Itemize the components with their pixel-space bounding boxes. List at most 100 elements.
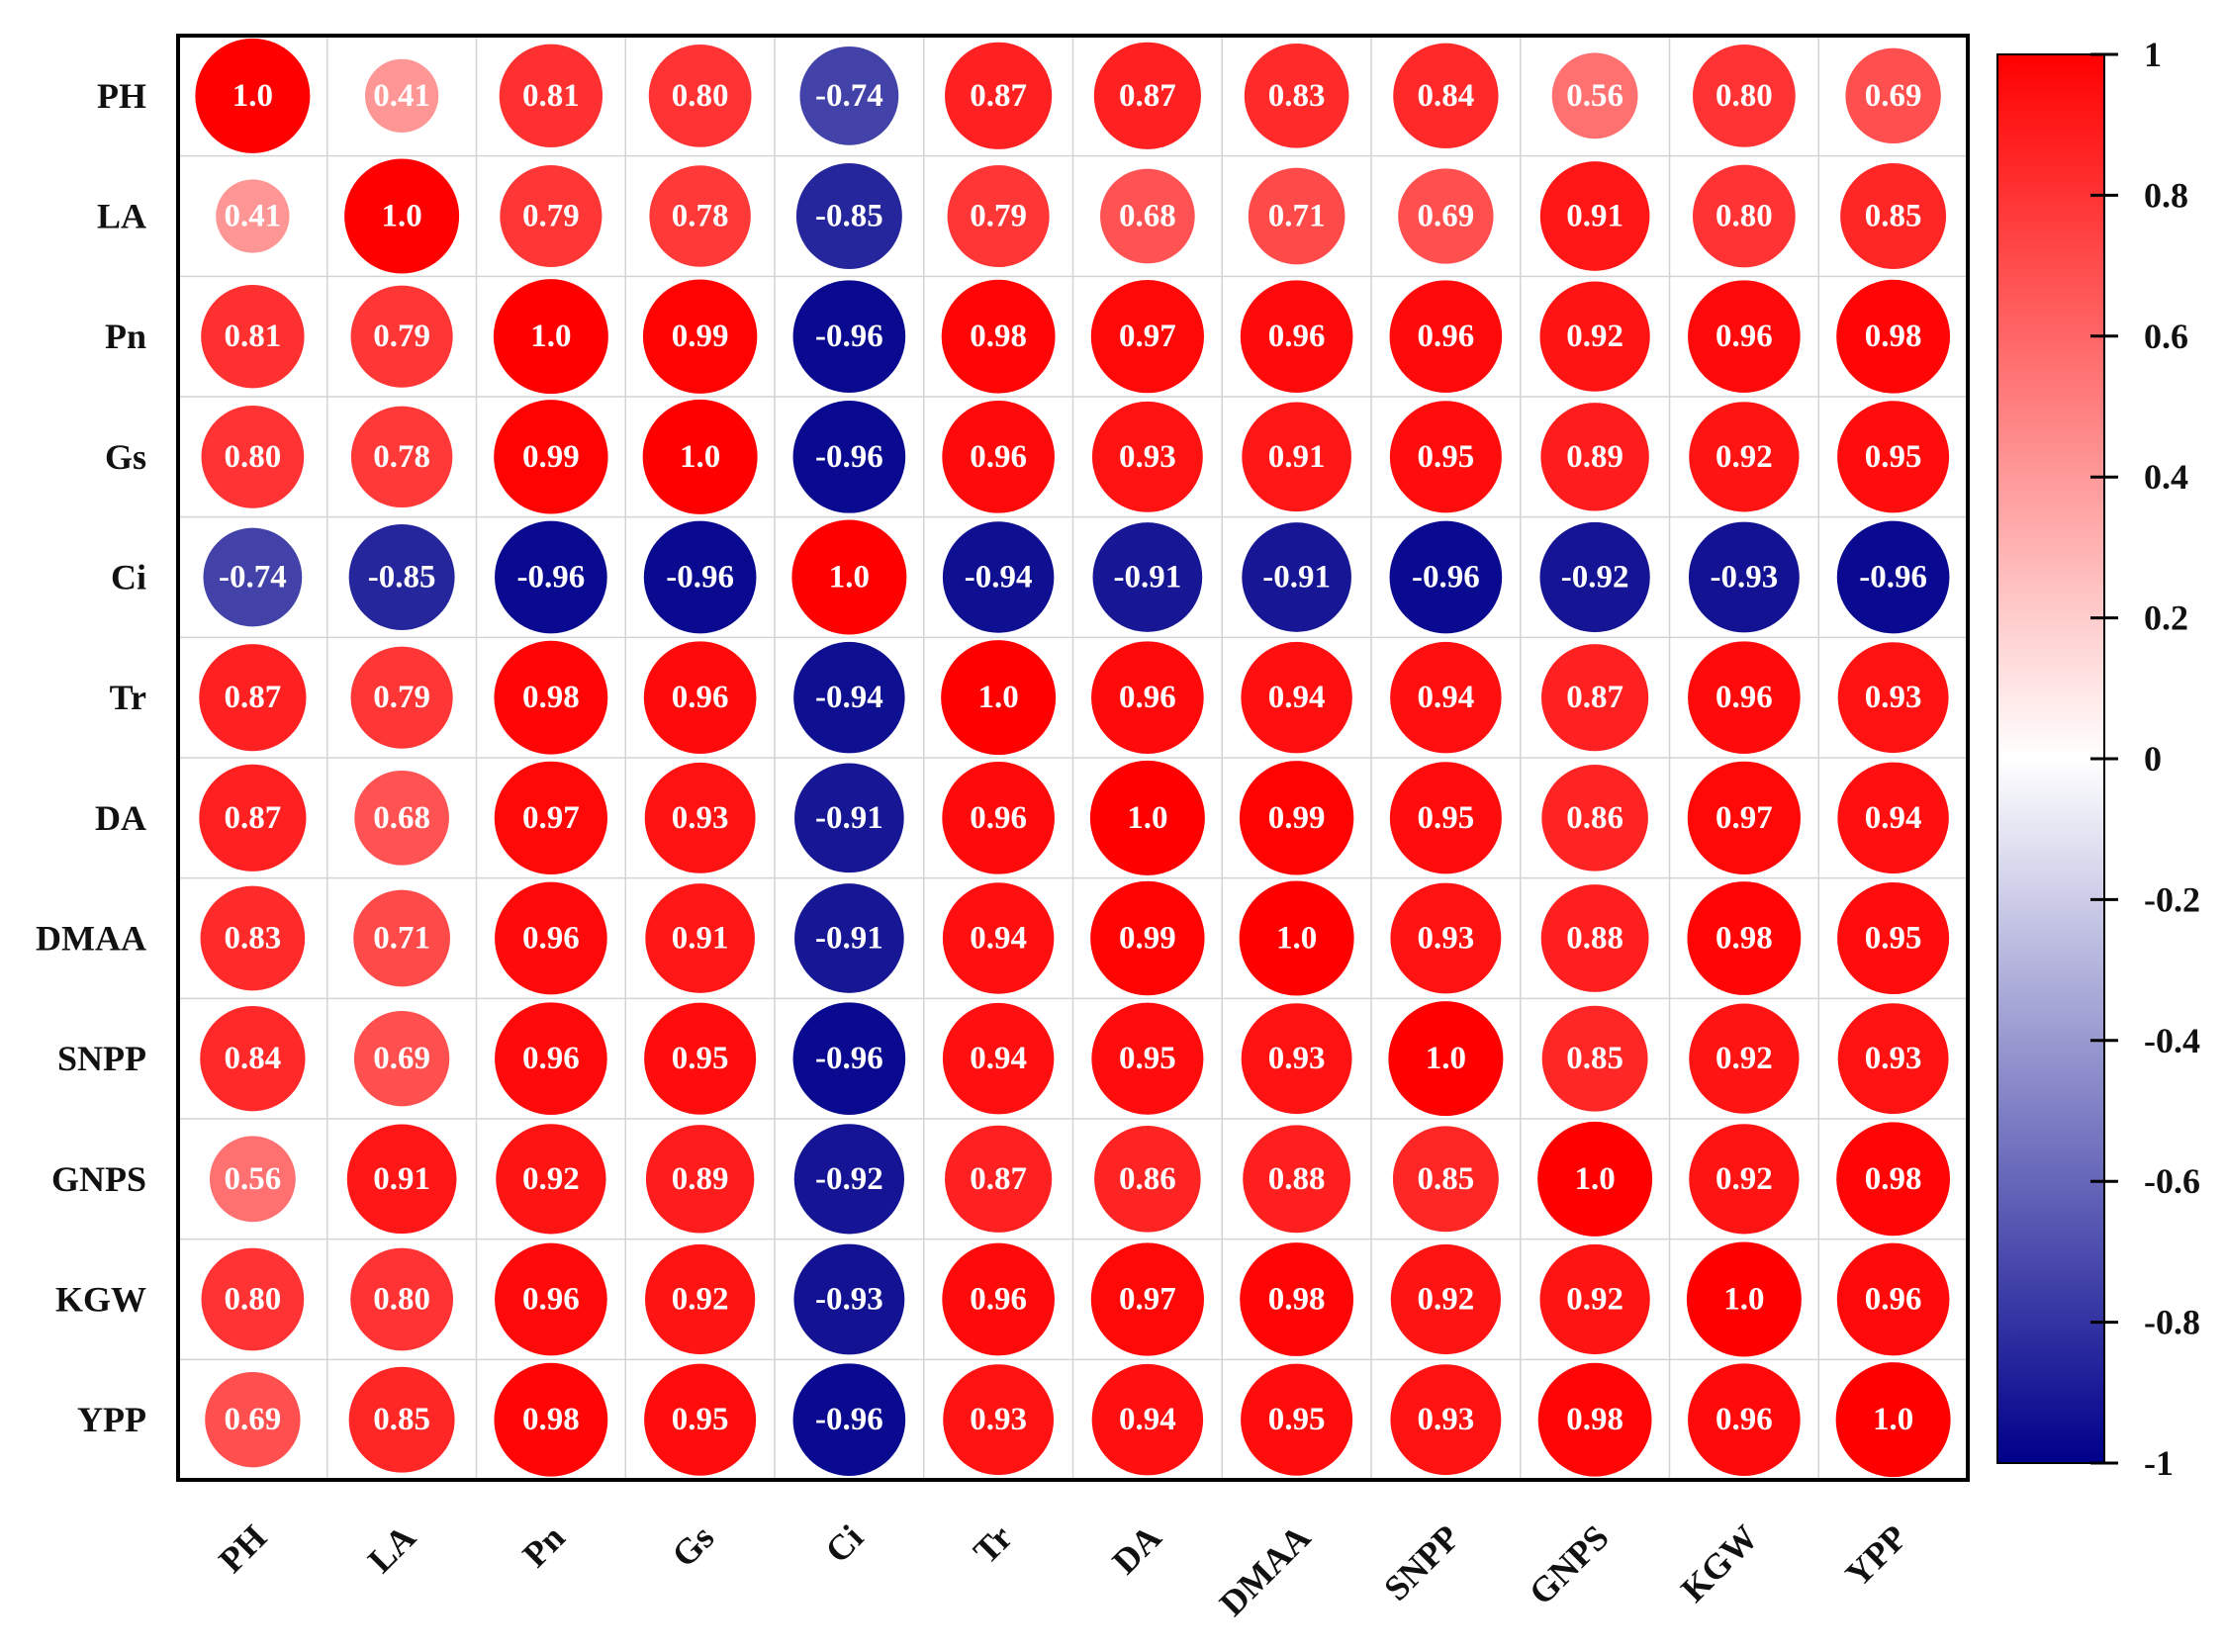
- corr-label-ph-tr: 0.87: [970, 78, 1027, 114]
- corr-circle-kgw-tr: [942, 1242, 1055, 1356]
- corr-circle-gnps-da: [1094, 1126, 1201, 1233]
- corr-circle-dmaa-gnps: [1540, 884, 1649, 992]
- corr-circle-da-ph: [199, 764, 307, 872]
- corr-label-ci-la: -0.85: [368, 560, 436, 596]
- corr-circle-da-kgw: [1687, 761, 1801, 874]
- corr-label-ph-la: 0.41: [373, 78, 430, 114]
- corr-circle-ph-dmaa: [1244, 43, 1349, 148]
- corr-circle-la-kgw: [1692, 164, 1796, 268]
- corr-circle-ci-gnps: [1539, 521, 1650, 633]
- corr-circle-ph-gnps: [1551, 52, 1638, 139]
- corr-label-snpp-la: 0.69: [373, 1041, 430, 1076]
- corr-label-la-ci: -0.85: [815, 199, 883, 234]
- corr-circle-da-gnps: [1541, 765, 1648, 872]
- corr-circle-la-la: [344, 158, 460, 274]
- corr-circle-snpp-ypp: [1837, 1003, 1949, 1115]
- corr-circle-snpp-tr: [942, 1002, 1055, 1115]
- corr-label-pn-ph: 0.81: [225, 319, 282, 354]
- corr-circle-pn-tr: [941, 279, 1056, 394]
- corr-label-dmaa-tr: 0.94: [970, 921, 1027, 957]
- corr-label-dmaa-ypp: 0.95: [1865, 921, 1922, 957]
- corr-label-ypp-gnps: 0.98: [1566, 1402, 1623, 1437]
- corr-circle-kgw-ci: [793, 1243, 905, 1355]
- corr-circle-ph-la: [364, 58, 439, 133]
- corr-circle-snpp-gnps: [1541, 1005, 1648, 1112]
- corr-label-la-pn: 0.79: [522, 199, 580, 234]
- row-label-gs: Gs: [105, 437, 146, 477]
- corr-circle-ph-kgw: [1692, 44, 1796, 147]
- corr-circle-kgw-da: [1090, 1242, 1204, 1356]
- corr-circle-tr-tr: [941, 640, 1057, 756]
- corr-circle-ci-snpp: [1389, 520, 1503, 634]
- corr-circle-snpp-pn: [495, 1002, 607, 1115]
- corr-label-pn-da: 0.97: [1119, 319, 1176, 354]
- row-label-gnps: GNPS: [51, 1159, 146, 1199]
- corr-label-gnps-gs: 0.89: [672, 1161, 729, 1197]
- corr-circle-tr-kgw: [1688, 641, 1801, 754]
- corr-circle-la-dmaa: [1248, 167, 1345, 265]
- corr-label-snpp-da: 0.95: [1119, 1041, 1176, 1076]
- corr-label-da-pn: 0.97: [522, 800, 580, 836]
- corr-circle-gnps-kgw: [1689, 1124, 1800, 1235]
- corr-label-gnps-la: 0.91: [373, 1161, 430, 1197]
- corr-label-dmaa-pn: 0.96: [522, 921, 580, 957]
- grid-lines: [178, 36, 1968, 1480]
- col-label-dmaa: DMAA: [1212, 1517, 1318, 1623]
- corr-label-ypp-dmaa: 0.95: [1268, 1402, 1326, 1437]
- corr-label-ypp-kgw: 0.96: [1715, 1402, 1773, 1437]
- corr-circle-ci-ypp: [1836, 520, 1950, 634]
- corr-label-ypp-pn: 0.98: [522, 1402, 580, 1437]
- corr-label-ypp-ci: -0.96: [815, 1402, 883, 1437]
- corr-label-dmaa-gs: 0.91: [672, 921, 729, 957]
- col-label-ci: Ci: [817, 1517, 871, 1571]
- corr-label-dmaa-snpp: 0.93: [1418, 921, 1475, 957]
- corr-label-da-dmaa: 0.99: [1268, 800, 1326, 836]
- corr-label-la-ypp: 0.85: [1865, 199, 1922, 234]
- corr-label-snpp-gnps: 0.85: [1566, 1041, 1623, 1076]
- corr-label-da-kgw: 0.97: [1715, 800, 1773, 836]
- corr-circle-gnps-pn: [496, 1124, 606, 1235]
- colorbar-tick-label: 1: [2144, 35, 2162, 74]
- corr-label-la-gnps: 0.91: [1566, 199, 1623, 234]
- corr-label-ph-dmaa: 0.83: [1268, 78, 1326, 114]
- corr-label-snpp-ph: 0.84: [225, 1041, 282, 1076]
- corr-circle-ypp-ypp: [1835, 1362, 1951, 1478]
- corr-circle-ypp-ph: [205, 1371, 301, 1468]
- corr-circle-gnps-snpp: [1392, 1126, 1499, 1233]
- corr-circle-pn-pn: [493, 279, 608, 395]
- corr-label-pn-ci: -0.96: [815, 319, 883, 354]
- corr-circle-gnps-ph: [209, 1136, 296, 1223]
- corr-circle-ph-pn: [499, 44, 603, 148]
- corr-label-da-gnps: 0.86: [1566, 800, 1623, 836]
- corr-label-gnps-pn: 0.92: [522, 1161, 580, 1197]
- corr-label-ci-dmaa: -0.91: [1262, 560, 1331, 596]
- corr-label-gnps-ypp: 0.98: [1865, 1161, 1922, 1197]
- corr-circle-gs-la: [350, 406, 453, 508]
- col-label-tr: Tr: [966, 1517, 1020, 1572]
- corr-label-kgw-tr: 0.96: [970, 1282, 1027, 1318]
- corr-label-la-tr: 0.79: [970, 199, 1027, 234]
- corr-circle-tr-gnps: [1541, 644, 1649, 752]
- corr-label-da-la: 0.68: [373, 800, 430, 836]
- corr-label-la-gs: 0.78: [672, 199, 729, 234]
- corr-circle-pn-snpp: [1389, 280, 1503, 393]
- corr-circle-ph-snpp: [1393, 43, 1499, 148]
- corr-circle-la-gs: [649, 165, 751, 267]
- corr-circle-da-la: [354, 771, 449, 866]
- cells: 1.0 0.41 0.81 0.80 -0.74 0.87 0.87 0.83 0.84 0.56…: [195, 38, 1951, 1478]
- corr-circle-da-tr: [942, 762, 1055, 874]
- corr-label-da-tr: 0.96: [970, 800, 1027, 836]
- col-label-ph: PH: [211, 1517, 274, 1581]
- corr-circle-la-da: [1100, 168, 1195, 264]
- corr-circle-pn-ph: [201, 284, 305, 389]
- corr-circle-ph-gs: [648, 44, 752, 147]
- corr-label-gnps-ph: 0.56: [225, 1161, 282, 1197]
- col-label-gs: Gs: [664, 1517, 721, 1575]
- corr-circle-dmaa-ci: [794, 883, 904, 993]
- corr-label-kgw-kgw: 1.0: [1723, 1282, 1764, 1318]
- corr-circle-ypp-dmaa: [1241, 1363, 1353, 1476]
- corr-circle-gs-gs: [642, 399, 758, 514]
- corr-label-ph-ci: -0.74: [815, 78, 883, 114]
- corr-circle-dmaa-gs: [645, 883, 755, 993]
- corr-label-pn-gnps: 0.92: [1566, 319, 1623, 354]
